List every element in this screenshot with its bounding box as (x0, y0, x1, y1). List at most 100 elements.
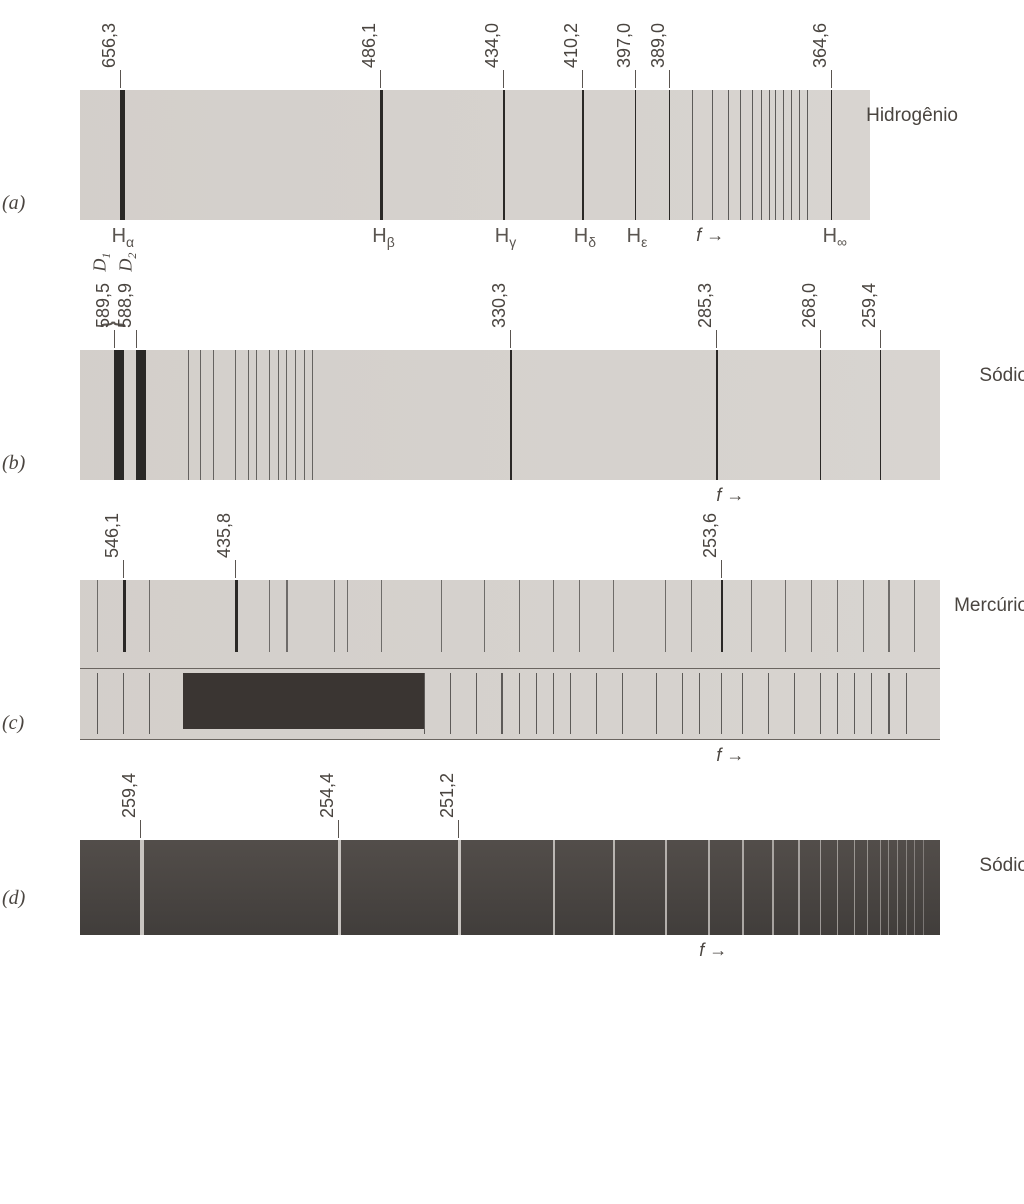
spectral-line-minor (149, 673, 150, 734)
d-line-label: D1 (90, 253, 115, 272)
spectral-line (669, 90, 670, 220)
spectrum-band-sodium-abs: Sódio 259,4254,4251,2f → (80, 840, 940, 935)
spectral-line-minor (751, 580, 752, 652)
spectral-line-minor (278, 350, 279, 480)
wavelength-tick (721, 560, 722, 578)
wavelength-label: 268,0 (799, 283, 820, 328)
absorption-line-minor (854, 840, 855, 935)
spectral-line-minor (286, 350, 287, 480)
wavelength-tick (669, 70, 670, 88)
absorption-line-minor (923, 840, 924, 935)
spectral-line-minor (123, 673, 124, 734)
spectral-line-minor (188, 350, 189, 480)
spectral-line-minor (799, 90, 800, 220)
spectral-line-minor (888, 673, 889, 734)
element-label-hydrogen: Hidrogênio (866, 105, 958, 127)
wavelength-tick (380, 70, 381, 88)
spectral-line-minor (312, 350, 313, 480)
spectral-line (235, 580, 238, 652)
spectral-line-minor (906, 673, 907, 734)
wavelength-label: 656,3 (99, 23, 120, 68)
wavelength-label: 364,6 (810, 23, 831, 68)
panel-letter-d: (d) (2, 887, 25, 910)
absorption-line-minor (888, 840, 889, 935)
spectral-line-minor (213, 350, 214, 480)
panel-letter-c: (c) (2, 712, 24, 735)
panel-c: Mercúrio 546,1435,8253,6f → (c) (40, 580, 984, 740)
spectral-line-minor (484, 580, 485, 652)
absorption-line-minor (708, 840, 710, 935)
spectrum-band-hydrogen: Hidrogênio 656,3Hα486,1Hβ434,0Hγ410,2Hδ3… (80, 90, 870, 220)
wavelength-label: 486,1 (359, 23, 380, 68)
spectral-line-minor (712, 90, 713, 220)
wavelength-tick (831, 70, 832, 88)
spectral-line-minor (200, 350, 201, 480)
wavelength-tick (880, 330, 881, 348)
absorption-line (458, 840, 461, 935)
spectral-line (510, 350, 512, 480)
spectral-line-minor (450, 673, 451, 734)
panel-letter-a: (a) (2, 192, 25, 215)
spectral-line-minor (761, 90, 762, 220)
spectral-line-minor (97, 673, 98, 734)
spectral-line-minor (235, 350, 236, 480)
frequency-arrow: f → (716, 745, 744, 766)
spectral-line-minor (665, 580, 666, 652)
spectral-line-minor (286, 580, 287, 652)
wavelength-tick (820, 330, 821, 348)
wavelength-label: 251,2 (437, 773, 458, 818)
spectral-line-minor (728, 90, 729, 220)
spectral-line-minor (863, 580, 864, 652)
spectral-line-minor (740, 90, 741, 220)
absorption-line-minor (553, 840, 555, 935)
spectral-line (582, 90, 584, 220)
spectral-line-minor (295, 350, 296, 480)
wavelength-tick (582, 70, 583, 88)
spectral-line-minor (794, 673, 795, 734)
spectral-line-minor (248, 350, 249, 480)
spectral-line-minor (381, 580, 382, 652)
balmer-label: Hβ (372, 225, 395, 250)
spectral-line-minor (536, 673, 537, 734)
spectral-line-minor (441, 580, 442, 652)
spectral-line-minor (622, 673, 623, 734)
spectral-line-minor (501, 673, 502, 734)
wavelength-tick (458, 820, 459, 838)
wavelength-label: 435,8 (214, 513, 235, 558)
absorption-line (140, 840, 144, 935)
spectral-line-minor (97, 580, 98, 652)
spectral-line-minor (334, 580, 335, 652)
wavelength-label: 434,0 (482, 23, 503, 68)
spectral-line-minor (752, 90, 753, 220)
wavelength-tick (510, 330, 511, 348)
frequency-arrow: f → (699, 940, 727, 961)
spectral-line-minor (768, 673, 769, 734)
spectral-line (380, 90, 383, 220)
absorption-line-minor (867, 840, 868, 935)
balmer-label: Hδ (574, 225, 596, 250)
wavelength-label: 330,3 (489, 283, 510, 328)
spectral-line (503, 90, 505, 220)
wavelength-tick (123, 560, 124, 578)
spectral-line (820, 350, 821, 480)
spectral-line-minor (699, 673, 700, 734)
wavelength-tick (235, 560, 236, 578)
absorption-line-minor (820, 840, 821, 935)
spectral-line-minor (596, 673, 597, 734)
balmer-label: Hα (112, 225, 135, 250)
wavelength-label: 410,2 (561, 23, 582, 68)
mercury-separator (80, 668, 940, 669)
spectral-line-minor (888, 580, 889, 652)
spectral-line-minor (837, 673, 838, 734)
spectral-line-minor (269, 350, 270, 480)
wavelength-label: 546,1 (102, 513, 123, 558)
absorption-line-minor (897, 840, 898, 935)
wavelength-tick (716, 330, 717, 348)
spectral-line-minor (579, 580, 580, 652)
spectral-line (635, 90, 637, 220)
wavelength-label: 253,6 (700, 513, 721, 558)
absorption-line-minor (837, 840, 838, 935)
absorption-line (338, 840, 341, 935)
spectral-line (114, 350, 124, 480)
spectral-line-minor (570, 673, 571, 734)
